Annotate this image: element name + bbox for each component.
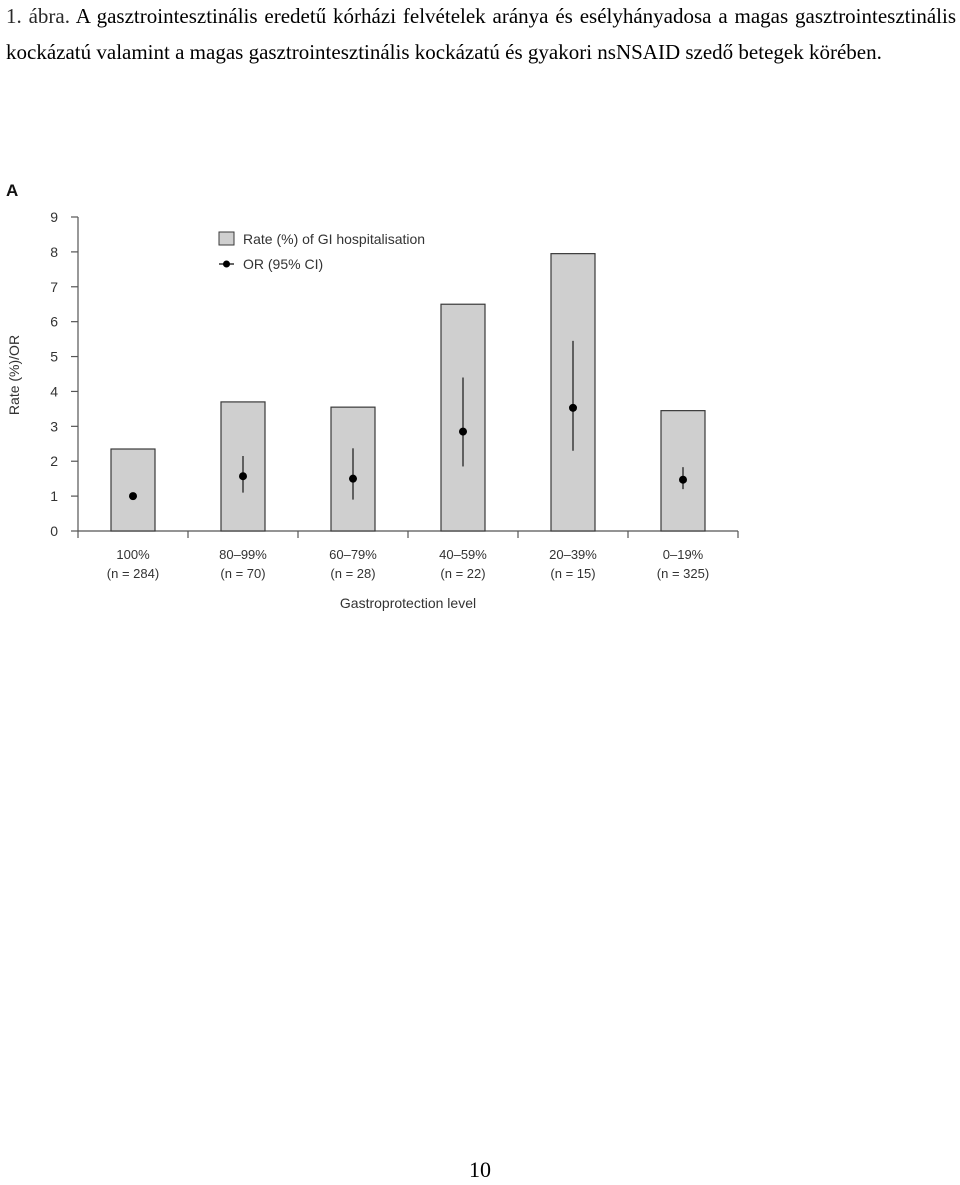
x-tick-label: 0–19% [663,547,704,562]
or-point [239,472,247,481]
y-tick-label: 8 [50,244,58,260]
x-tick-n-label: (n = 28) [330,566,375,581]
y-tick-label: 2 [50,453,58,469]
y-tick-label: 4 [50,383,58,399]
figure-caption-label: 1. ábra. [6,4,70,28]
or-point [459,427,467,436]
x-tick-n-label: (n = 70) [220,566,265,581]
y-axis: 0 1 2 3 4 5 6 7 8 9 [50,209,79,539]
or-points-group [129,340,687,501]
x-tick-label: 100% [116,547,150,562]
x-tick-n-label: (n = 325) [657,566,709,581]
x-tick-n-label: (n = 284) [107,566,159,581]
bar-chart: A 0 1 2 3 4 5 6 7 8 9 100% (n = 284) 80–99% (n = 70)… [6,181,739,611]
or-point [679,475,687,484]
or-point [569,403,577,412]
or-point [349,474,357,483]
y-tick-label: 3 [50,418,58,434]
x-tick-n-label: (n = 22) [440,566,485,581]
bar-rate [110,448,156,532]
page-number: 10 [469,1157,491,1182]
x-axis-label: Gastroprotection level [340,595,476,611]
legend-label-rate: Rate (%) of GI hospitalisation [243,231,425,247]
y-tick-label: 1 [50,488,58,504]
or-point [129,492,137,501]
panel-label: A [6,181,18,200]
chart-container: A 0 1 2 3 4 5 6 7 8 9 100% (n = 284) 80–99% (n = 70)… [0,170,760,630]
y-tick-label: 5 [50,349,58,365]
y-tick-label: 9 [50,209,58,225]
legend: Rate (%) of GI hospitalisation OR (95% C… [218,231,425,272]
x-tick-label: 80–99% [219,547,267,562]
x-axis: 100% (n = 284) 80–99% (n = 70) 60–79% (n = 28… [77,530,739,581]
y-axis-label: Rate (%)/OR [6,335,22,415]
figure-caption-text: A gasztrointesztinális eredetű kórházi f… [6,4,956,64]
figure-caption: 1. ábra. A gasztrointesztinális eredetű … [6,0,956,70]
x-tick-label: 40–59% [439,547,487,562]
y-tick-label: 6 [50,314,58,330]
legend-swatch-rate [218,231,235,246]
bars-group [110,253,706,532]
legend-swatch-or-point [223,260,230,268]
x-tick-label: 20–39% [549,547,597,562]
y-tick-label: 0 [50,523,58,539]
legend-label-or: OR (95% CI) [243,256,323,272]
y-tick-label: 7 [50,279,58,295]
x-tick-label: 60–79% [329,547,377,562]
x-tick-n-label: (n = 15) [550,566,595,581]
